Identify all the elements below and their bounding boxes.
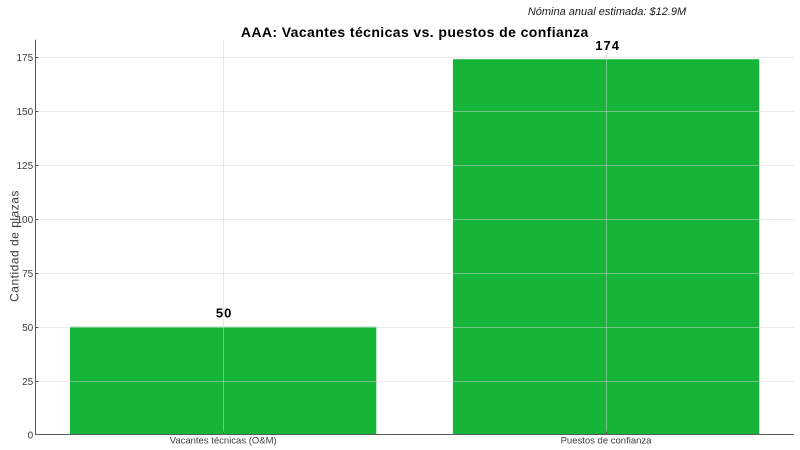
- svg-text:Puestos de confianza: Puestos de confianza: [561, 436, 653, 447]
- svg-text:25: 25: [22, 377, 34, 388]
- svg-text:125: 125: [17, 161, 34, 172]
- svg-text:75: 75: [22, 269, 34, 280]
- svg-text:0: 0: [28, 430, 34, 441]
- svg-text:AAA: Vacantes técnicas vs. pue: AAA: Vacantes técnicas vs. puestos de co…: [241, 24, 589, 40]
- svg-text:Vacantes técnicas (O&M): Vacantes técnicas (O&M): [170, 436, 277, 447]
- svg-text:Cantidad de plazas: Cantidad de plazas: [7, 190, 21, 302]
- svg-text:50: 50: [216, 306, 232, 321]
- svg-text:Nómina anual estimada: $12.9M: Nómina anual estimada: $12.9M: [528, 6, 687, 18]
- svg-text:174: 174: [595, 38, 620, 53]
- svg-text:100: 100: [17, 215, 34, 226]
- svg-text:50: 50: [22, 323, 34, 334]
- svg-text:175: 175: [17, 53, 34, 64]
- svg-text:150: 150: [17, 107, 34, 118]
